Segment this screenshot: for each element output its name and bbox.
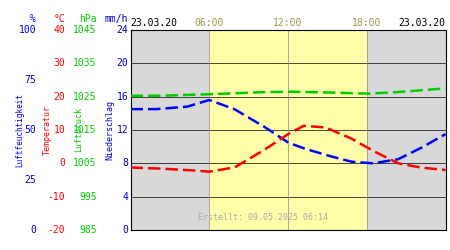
Text: %: % <box>30 14 36 24</box>
Text: 23.03.20: 23.03.20 <box>399 18 446 28</box>
Text: 18:00: 18:00 <box>352 18 382 28</box>
Text: °C: °C <box>54 14 65 24</box>
Text: 0: 0 <box>122 225 128 235</box>
Text: mm/h: mm/h <box>105 14 128 24</box>
Text: 40: 40 <box>54 25 65 35</box>
Text: 20: 20 <box>117 58 128 68</box>
Text: 8: 8 <box>122 158 128 168</box>
Text: 20: 20 <box>54 92 65 102</box>
Text: Luftdruck: Luftdruck <box>74 108 83 152</box>
Text: Erstellt: 09.05.2025 06:14: Erstellt: 09.05.2025 06:14 <box>198 213 328 222</box>
Text: 1005: 1005 <box>73 158 97 168</box>
Text: 4: 4 <box>122 192 128 202</box>
Text: Luftfeuchtigkeit: Luftfeuchtigkeit <box>16 93 25 167</box>
Text: 12: 12 <box>117 125 128 135</box>
Text: 1015: 1015 <box>73 125 97 135</box>
Text: 100: 100 <box>18 25 36 35</box>
Text: -20: -20 <box>48 225 65 235</box>
Text: hPa: hPa <box>79 14 97 24</box>
Text: 06:00: 06:00 <box>194 18 224 28</box>
Text: 16: 16 <box>117 92 128 102</box>
Bar <box>209 30 367 230</box>
Text: 1025: 1025 <box>73 92 97 102</box>
Text: 24: 24 <box>117 25 128 35</box>
Text: Niederschlag: Niederschlag <box>106 100 115 160</box>
Text: 1035: 1035 <box>73 58 97 68</box>
Text: -10: -10 <box>48 192 65 202</box>
Text: 50: 50 <box>24 125 36 135</box>
Text: 23.03.20: 23.03.20 <box>130 18 177 28</box>
Text: 1045: 1045 <box>73 25 97 35</box>
Text: 0: 0 <box>59 158 65 168</box>
Text: 10: 10 <box>54 125 65 135</box>
Text: 30: 30 <box>54 58 65 68</box>
Text: 995: 995 <box>79 192 97 202</box>
Text: 0: 0 <box>30 225 36 235</box>
Text: 25: 25 <box>24 175 36 185</box>
Text: 75: 75 <box>24 75 36 85</box>
Text: 12:00: 12:00 <box>273 18 303 28</box>
Text: Temperatur: Temperatur <box>43 105 52 155</box>
Text: 985: 985 <box>79 225 97 235</box>
